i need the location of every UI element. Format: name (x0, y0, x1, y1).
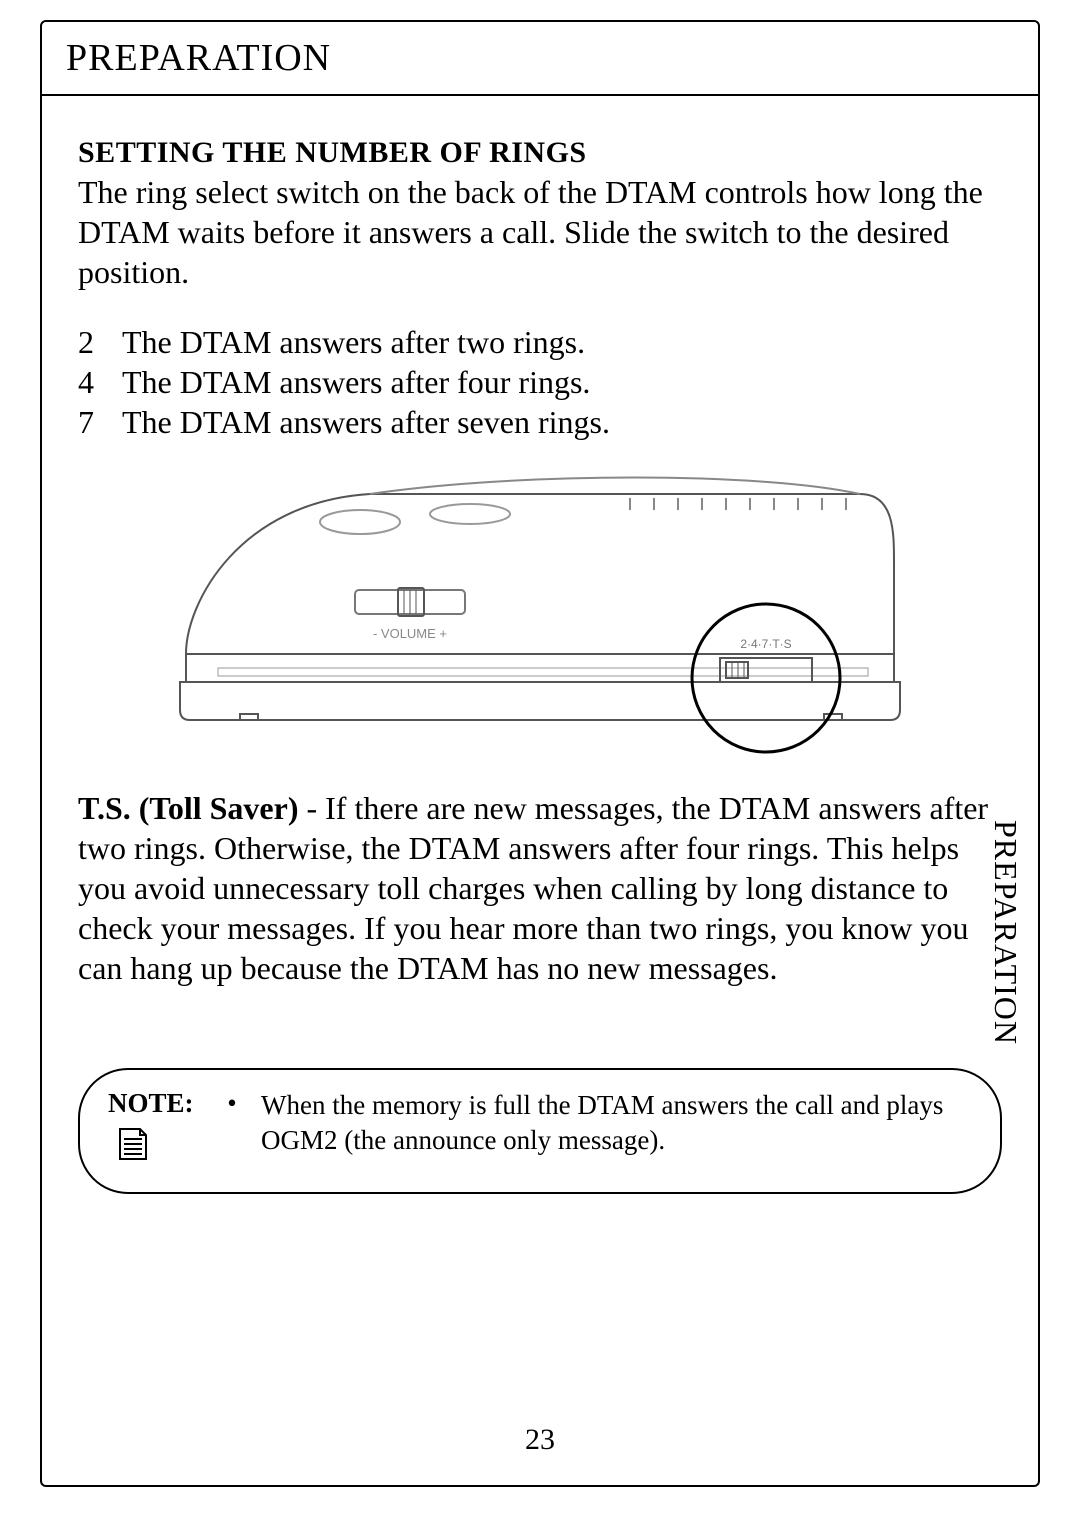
side-tab: PREPARATION (987, 820, 1024, 1045)
switch-label: 2·4·7·T·S (740, 637, 791, 651)
page-number: 23 (0, 1423, 1080, 1457)
toll-saver-paragraph: T.S. (Toll Saver) - If there are new mes… (78, 788, 1002, 988)
header-title: PREPARATION (66, 36, 1014, 80)
dtam-device-svg: - VOLUME + 2·4·7·T·S (160, 462, 920, 762)
note-left: NOTE: (108, 1088, 203, 1170)
volume-label: - VOLUME + (373, 626, 447, 641)
header-bar: PREPARATION (42, 22, 1038, 96)
ring-desc: The DTAM answers after four rings. (122, 362, 590, 402)
ring-row: 4 The DTAM answers after four rings. (78, 362, 1002, 402)
ring-row: 7 The DTAM answers after seven rings. (78, 402, 1002, 442)
intro-paragraph: The ring select switch on the back of th… (78, 172, 1002, 292)
content-area: SETTING THE NUMBER OF RINGS The ring sel… (42, 96, 1038, 988)
ring-number: 2 (78, 322, 122, 362)
bullet-icon: • (221, 1088, 243, 1119)
ring-desc: The DTAM answers after two rings. (122, 322, 585, 362)
device-illustration: - VOLUME + 2·4·7·T·S (78, 462, 1002, 762)
ring-list: 2 The DTAM answers after two rings. 4 Th… (78, 322, 1002, 442)
ring-desc: The DTAM answers after seven rings. (122, 402, 610, 442)
ring-row: 2 The DTAM answers after two rings. (78, 322, 1002, 362)
note-label: NOTE: (108, 1088, 194, 1119)
page-frame: PREPARATION SETTING THE NUMBER OF RINGS … (40, 20, 1040, 1487)
ring-number: 7 (78, 402, 122, 442)
note-text: When the memory is full the DTAM answers… (261, 1088, 972, 1158)
note-box: NOTE: • When the memory is full the DTAM… (78, 1068, 1002, 1194)
section-title: SETTING THE NUMBER OF RINGS (78, 134, 1002, 172)
ring-number: 4 (78, 362, 122, 402)
note-icon (114, 1125, 152, 1170)
toll-saver-title: T.S. (Toll Saver) (78, 790, 298, 826)
